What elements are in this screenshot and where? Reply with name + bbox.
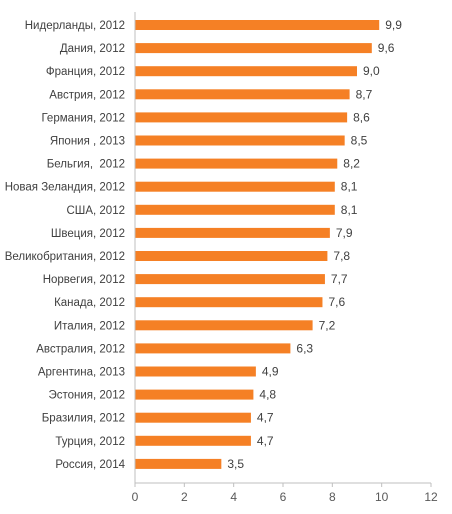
category-label: Италия, 2012 (54, 320, 125, 332)
bar (135, 435, 251, 446)
category-label: Норвегия, 2012 (43, 274, 125, 286)
category-label: Нидерланды, 2012 (25, 20, 125, 32)
category-label: Канада, 2012 (54, 297, 125, 309)
bar (135, 66, 357, 77)
value-label: 9,9 (385, 18, 402, 32)
bar (135, 43, 372, 54)
value-label: 9,6 (378, 41, 395, 55)
category-labels-group: Нидерланды, 2012 Дания, 2012 Франция, 2012… (5, 20, 126, 471)
category-label: Новая Зеландия, 2012 (5, 182, 125, 194)
value-label: 4,8 (259, 388, 276, 402)
x-tick-label: 4 (230, 490, 237, 504)
value-label: 7,2 (319, 318, 336, 332)
x-tick-label: 2 (181, 490, 188, 504)
bar (135, 458, 222, 469)
bar (135, 320, 313, 331)
category-label: Бразилия, 2012 (42, 413, 125, 425)
value-label: 4,7 (257, 434, 274, 448)
category-label: Япония , 2013 (50, 136, 125, 148)
category-label: Франция, 2012 (46, 66, 125, 78)
category-label: Бельгия, 2012 (47, 159, 125, 171)
bar (135, 204, 335, 215)
category-label: Аргентина, 2013 (38, 367, 125, 379)
category-label: Германия, 2012 (41, 112, 125, 124)
category-label: Великобритания, 2012 (5, 251, 125, 263)
bar (135, 135, 345, 146)
category-label: Австралия, 2012 (36, 343, 125, 355)
value-label: 6,3 (296, 341, 313, 355)
x-tick-label: 12 (424, 490, 438, 504)
category-label: Дания, 2012 (60, 43, 125, 55)
value-label: 3,5 (227, 457, 244, 471)
bars-group (135, 20, 380, 469)
value-label: 7,6 (328, 295, 345, 309)
category-label: США, 2012 (67, 205, 126, 217)
value-label: 7,9 (336, 226, 353, 240)
bar (135, 158, 338, 169)
bar (135, 20, 380, 30)
category-label: Турция, 2012 (55, 436, 125, 448)
bar (135, 366, 256, 377)
value-label: 4,7 (257, 411, 274, 425)
bar (135, 112, 348, 123)
value-label: 8,1 (341, 203, 358, 217)
value-label: 8,7 (356, 87, 373, 101)
bar (135, 274, 325, 285)
bar (135, 297, 323, 308)
value-labels-group: 9,9 9,6 9,0 8,7 8,6 8,5 8,2 8,1 8,1 7,9 7,8 7,7 7,6 7… (227, 18, 402, 471)
value-label: 4,9 (262, 365, 279, 379)
category-label: Россия, 2014 (55, 459, 125, 471)
value-label: 8,1 (341, 180, 358, 194)
x-ticks-group: 0 2 4 6 8 10 12 (132, 483, 438, 504)
bar (135, 89, 350, 100)
x-tick-label: 8 (329, 490, 336, 504)
value-label: 8,2 (343, 157, 360, 171)
category-label: Швеция, 2012 (51, 228, 125, 240)
x-tick-label: 0 (132, 490, 139, 504)
category-label: Эстония, 2012 (48, 390, 125, 402)
x-tick-label: 10 (375, 490, 389, 504)
value-label: 8,6 (353, 110, 370, 124)
bar (135, 181, 335, 192)
value-label: 7,7 (331, 272, 348, 286)
category-label: Австрия, 2012 (49, 89, 125, 101)
bar (135, 412, 251, 423)
bar (135, 389, 254, 400)
value-label: 8,5 (351, 134, 368, 148)
x-tick-label: 6 (280, 490, 287, 504)
bar (135, 227, 330, 238)
value-label: 7,8 (333, 249, 350, 263)
bar (135, 343, 291, 354)
bar (135, 251, 328, 261)
value-label: 9,0 (363, 64, 380, 78)
